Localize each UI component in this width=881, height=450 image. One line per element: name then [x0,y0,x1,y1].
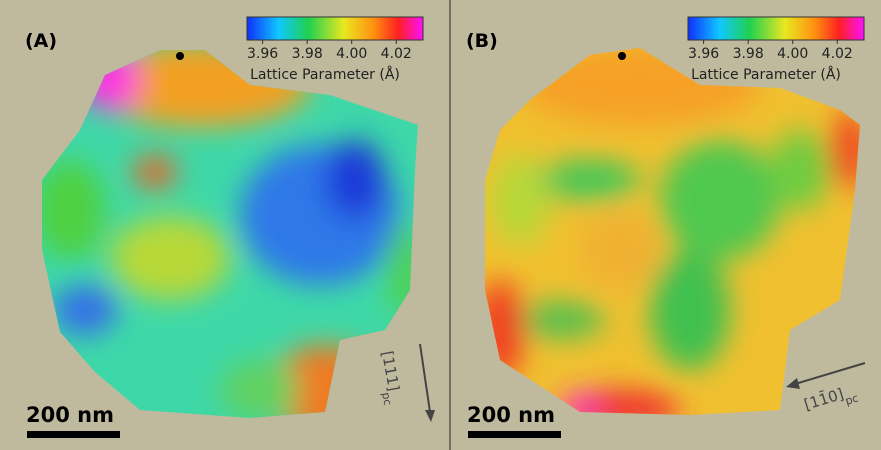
scale-bar-label: 200 nm [26,403,114,427]
colorbar [247,17,423,40]
colorbar-tick-label: 4.02 [822,46,853,62]
colorbar-tick-label: 3.98 [292,46,323,62]
colorbar-tick-label: 3.96 [247,46,278,62]
marker-dot [618,52,626,60]
scale-bar [468,431,561,438]
colorbar-label: Lattice Parameter (Å) [691,66,841,83]
figure: [111]pc [11̄0]pc (A)3.963.984.004.02Latt… [0,0,881,450]
colorbar-tick-label: 4.02 [381,46,412,62]
colorbar-tick-label: 3.96 [688,46,719,62]
colorbar-tick-label: 4.00 [336,46,367,62]
scale-bar [27,431,120,438]
panel-label: (B) [466,30,498,52]
colorbar-tick-label: 3.98 [733,46,764,62]
colorbar-label: Lattice Parameter (Å) [250,66,400,83]
colorbar [688,17,864,40]
scale-bar-label: 200 nm [467,403,555,427]
marker-dot [176,52,184,60]
direction-subscript: pc [380,391,395,406]
colorbar-tick-label: 4.00 [777,46,808,62]
panel-label: (A) [25,30,57,52]
